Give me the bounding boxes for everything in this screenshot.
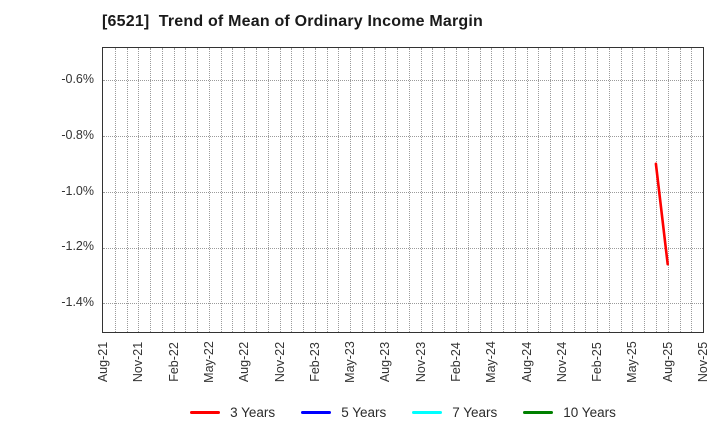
plot-area [102,47,704,333]
legend-label: 10 Years [563,405,616,420]
x-tick-label: May-24 [484,341,499,383]
legend-item-7-years: 7 Years [412,405,497,420]
legend-item-3-years: 3 Years [190,405,275,420]
v-gridline [538,48,540,332]
legend-swatch-10-years [523,411,554,414]
v-gridline [197,48,199,332]
v-gridline [161,48,163,332]
v-gridline [338,48,340,332]
v-gridline [597,48,599,332]
v-gridline [173,48,175,332]
h-gridline [103,303,703,305]
x-tick-label: Feb-24 [448,342,463,382]
v-gridline [138,48,140,332]
v-gridline [550,48,552,332]
v-gridline [408,48,410,332]
h-gridline [103,247,703,249]
x-tick-label: Feb-23 [307,342,322,382]
v-gridline [632,48,634,332]
v-gridline [667,48,669,332]
x-tick-label: Nov-21 [131,341,146,383]
y-tick-label: -0.6% [61,72,94,87]
v-gridline [373,48,375,332]
v-gridline [208,48,210,332]
v-gridline [444,48,446,332]
v-gridline [644,48,646,332]
v-gridline [232,48,234,332]
x-tick-label: Aug-24 [519,341,534,383]
v-gridline [561,48,563,332]
x-tick-label: Aug-22 [237,341,252,383]
series-lines [654,162,670,266]
legend-label: 7 Years [452,405,498,420]
x-tick-label: Nov-23 [413,341,428,383]
v-gridline [467,48,469,332]
legend-item-5-years: 5 Years [301,405,386,420]
y-tick-label: -1.2% [61,239,94,254]
v-gridline [479,48,481,332]
v-gridline [361,48,363,332]
x-tick-label: Nov-25 [696,341,710,383]
v-gridline [185,48,187,332]
v-gridline [432,48,434,332]
y-tick-label: -0.8% [61,127,94,142]
v-gridline [255,48,257,332]
v-gridline [220,48,222,332]
x-tick-label: Feb-25 [590,342,605,382]
legend-label: 3 Years [230,405,276,420]
h-gridline [103,191,703,193]
legend-swatch-7-years [412,411,443,414]
v-gridline [397,48,399,332]
x-tick-label: Nov-22 [272,341,287,383]
v-gridline [455,48,457,332]
v-gridline [114,48,116,332]
x-tick-label: Nov-24 [554,341,569,383]
legend-swatch-3-years [190,411,221,414]
v-gridline [326,48,328,332]
v-gridline [679,48,681,332]
v-gridline [291,48,293,332]
x-tick-label: May-23 [343,341,358,383]
chart-title: [6521] Trend of Mean of Ordinary Income … [102,13,484,30]
v-gridline [244,48,246,332]
v-gridline [350,48,352,332]
v-gridline [491,48,493,332]
legend-item-10-years: 10 Years [523,405,616,420]
x-tick-label: Aug-21 [96,341,110,383]
v-gridline [503,48,504,332]
v-gridline [655,48,657,332]
v-gridline [279,48,281,332]
v-gridline [620,48,622,332]
y-tick-label: -1.4% [61,295,94,310]
x-tick-label: Aug-25 [660,341,675,383]
x-tick-label: Aug-23 [378,341,393,383]
v-gridline [526,48,528,332]
h-gridline [103,80,703,82]
v-gridline [573,48,575,332]
legend-label: 5 Years [341,405,387,420]
v-gridline [267,48,269,332]
x-tick-label: May-25 [625,341,640,383]
v-gridline [385,48,387,332]
v-gridline [420,48,422,332]
x-tick-label: Feb-22 [166,342,181,382]
v-gridline [514,48,516,332]
legend: 3 Years 5 Years 7 Years 10 Years [102,405,704,420]
h-gridline [103,135,703,137]
v-gridline [303,48,304,332]
v-gridline [608,48,610,332]
v-gridline [585,48,587,332]
v-gridline [126,48,128,332]
v-gridline [314,48,316,332]
v-gridline [150,48,152,332]
v-gridline [691,48,693,332]
legend-swatch-5-years [301,411,332,414]
x-tick-label: May-22 [201,341,216,383]
y-tick-label: -1.0% [61,183,94,198]
series-line-3-years [654,162,670,266]
